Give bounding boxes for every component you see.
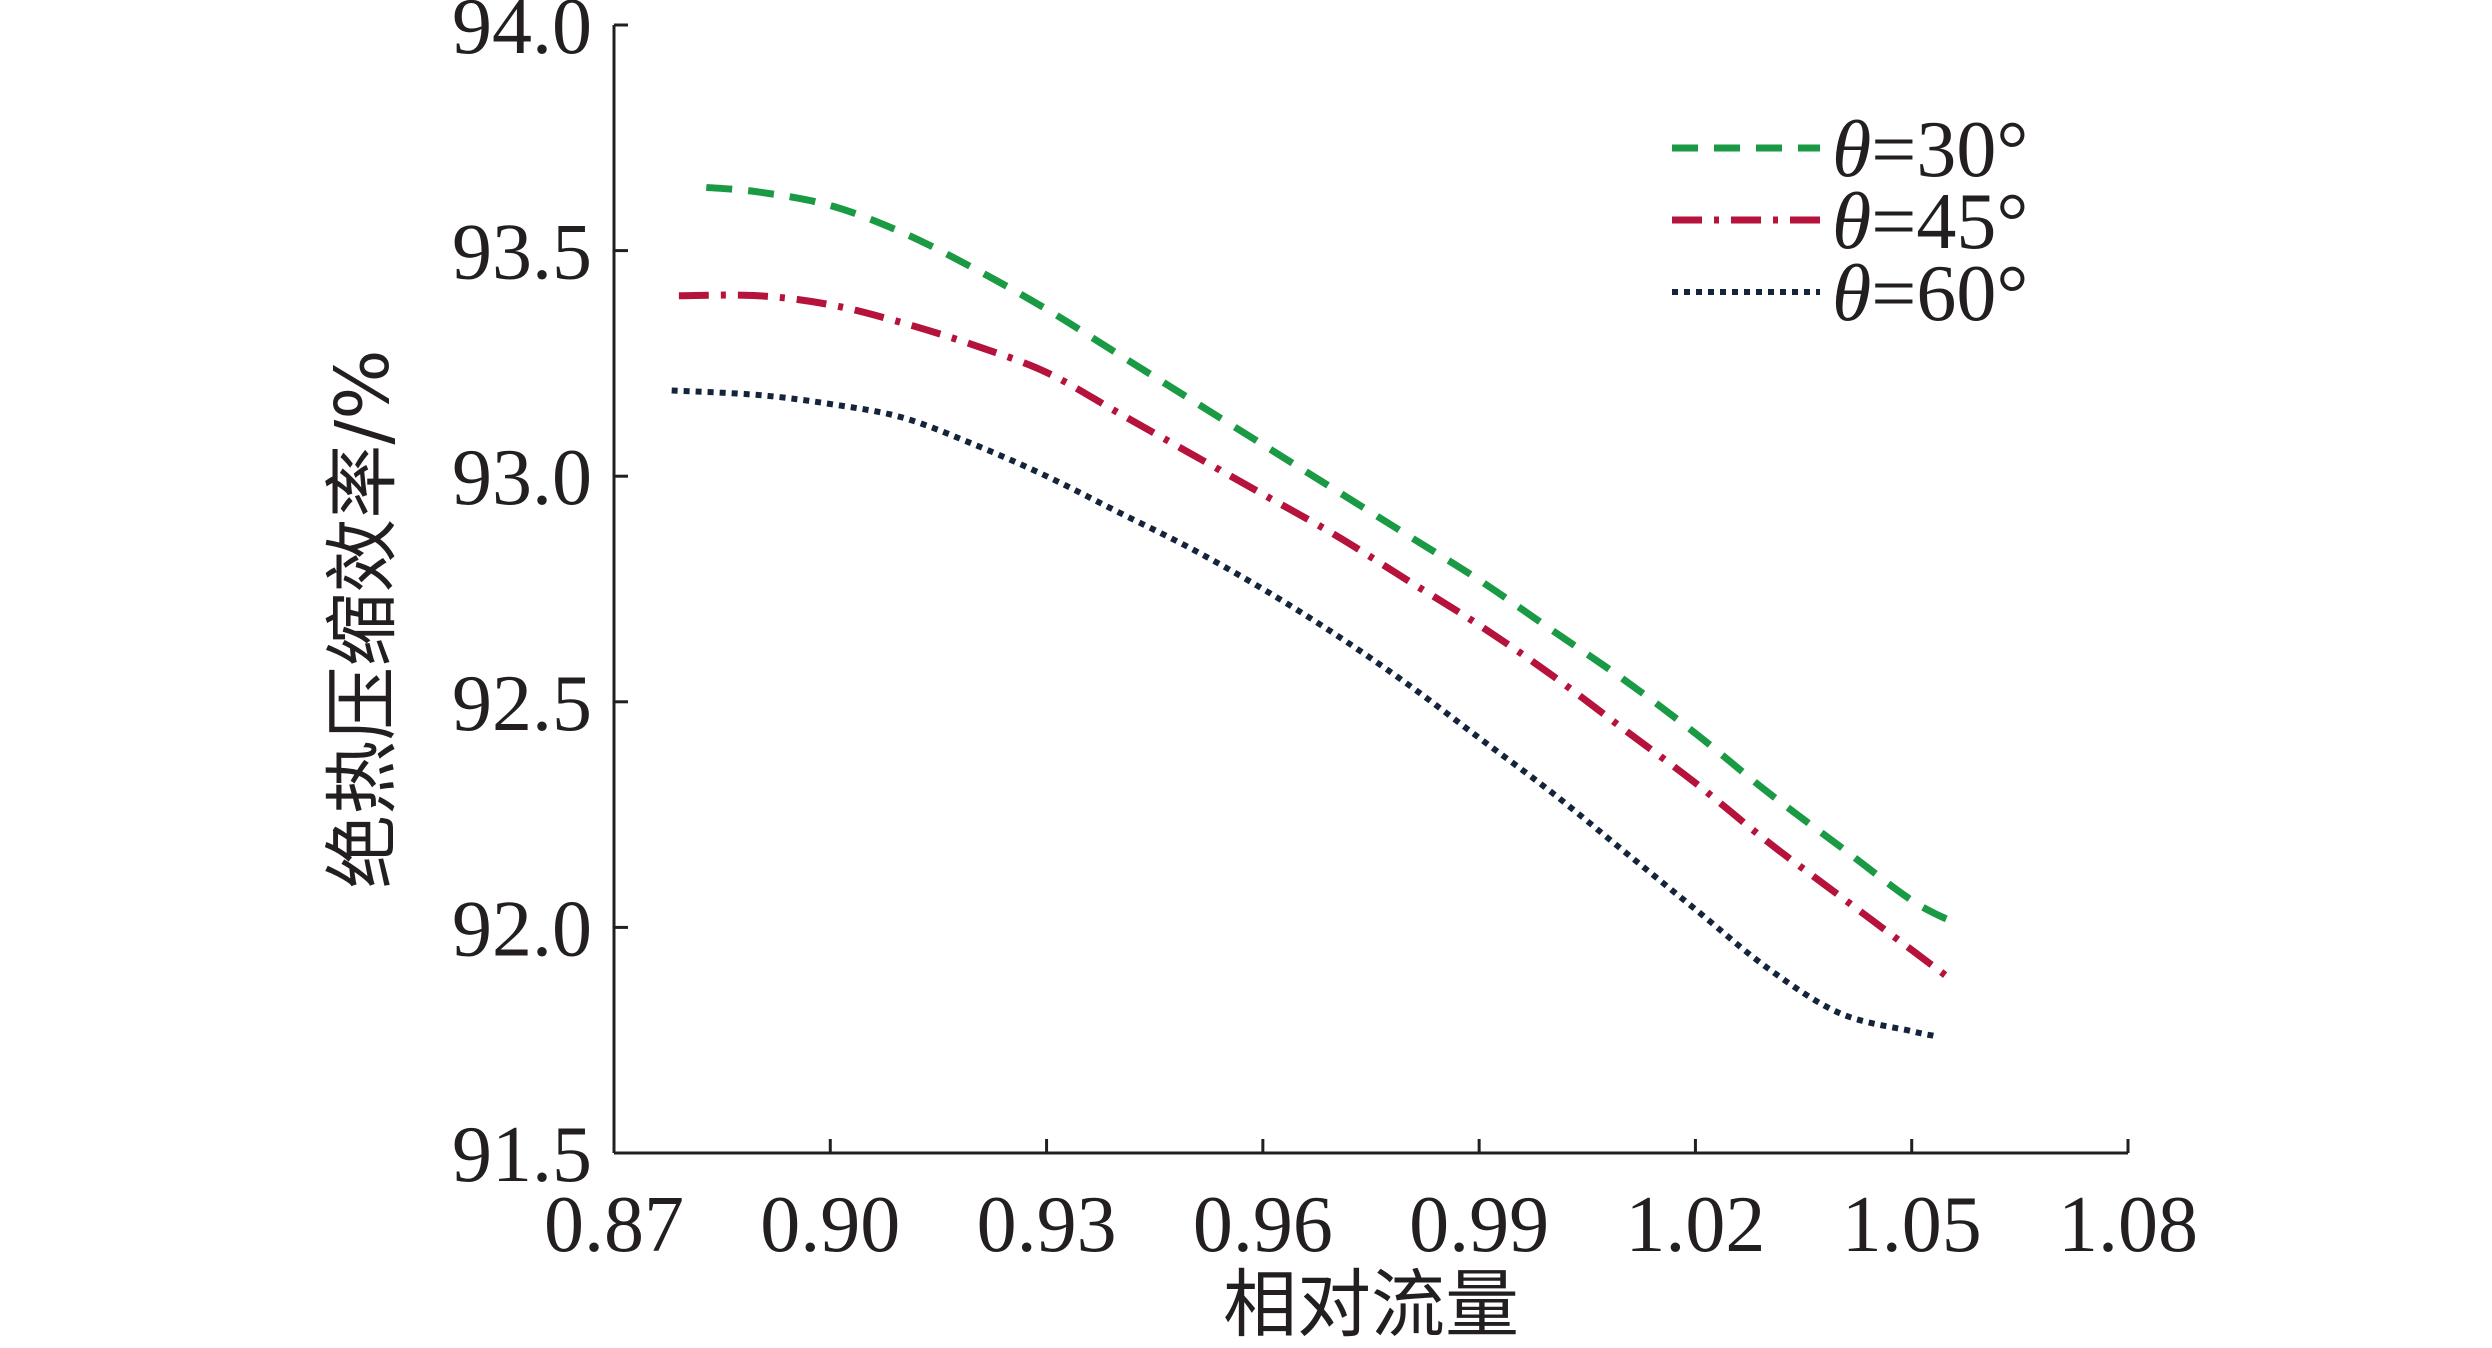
series-line-2 — [678, 291, 1950, 980]
y-axis-title: 绝热压缩效率/% — [320, 349, 406, 888]
x-tick-label: 1.08 — [2058, 1181, 2198, 1269]
legend-theta-symbol: θ — [1832, 250, 1871, 338]
legend-theta-symbol: θ — [1832, 106, 1871, 194]
legend-value: =60° — [1871, 250, 2028, 338]
x-tick-label: 1.02 — [1625, 1181, 1765, 1269]
series-line-1 — [705, 183, 1957, 927]
legend: θ=30°θ=45°θ=60° — [1672, 106, 2028, 338]
series-line-3 — [671, 387, 1934, 1039]
y-tick-label: 93.5 — [452, 209, 592, 297]
legend-label-1: θ=30° — [1832, 106, 2028, 194]
legend-theta-symbol: θ — [1832, 178, 1871, 266]
y-tick-label: 92.0 — [452, 885, 592, 973]
y-tick-label: 94.0 — [452, 0, 592, 71]
y-tick-label: 91.5 — [452, 1111, 592, 1199]
legend-value: =30° — [1871, 106, 2028, 194]
x-axis-title: 相对流量 — [1223, 1262, 1519, 1348]
legend-label-2: θ=45° — [1832, 178, 2028, 266]
legend-label-3: θ=60° — [1832, 250, 2028, 338]
x-tick-label: 0.99 — [1409, 1181, 1549, 1269]
x-tick-label: 0.87 — [544, 1181, 684, 1269]
legend-value: =45° — [1871, 178, 2028, 266]
x-tick-label: 1.05 — [1842, 1181, 1982, 1269]
y-tick-label: 93.0 — [452, 434, 592, 522]
series-layer — [671, 183, 1957, 1039]
x-tick-label: 0.96 — [1193, 1181, 1333, 1269]
y-tick-label: 92.5 — [452, 660, 592, 748]
x-tick-label: 0.93 — [977, 1181, 1117, 1269]
axes: 91.5 92.0 92.5 93.0 93.5 94.0 0.87 0.90 0.93 0.96… — [452, 0, 2198, 1269]
x-tick-label: 0.90 — [760, 1181, 900, 1269]
